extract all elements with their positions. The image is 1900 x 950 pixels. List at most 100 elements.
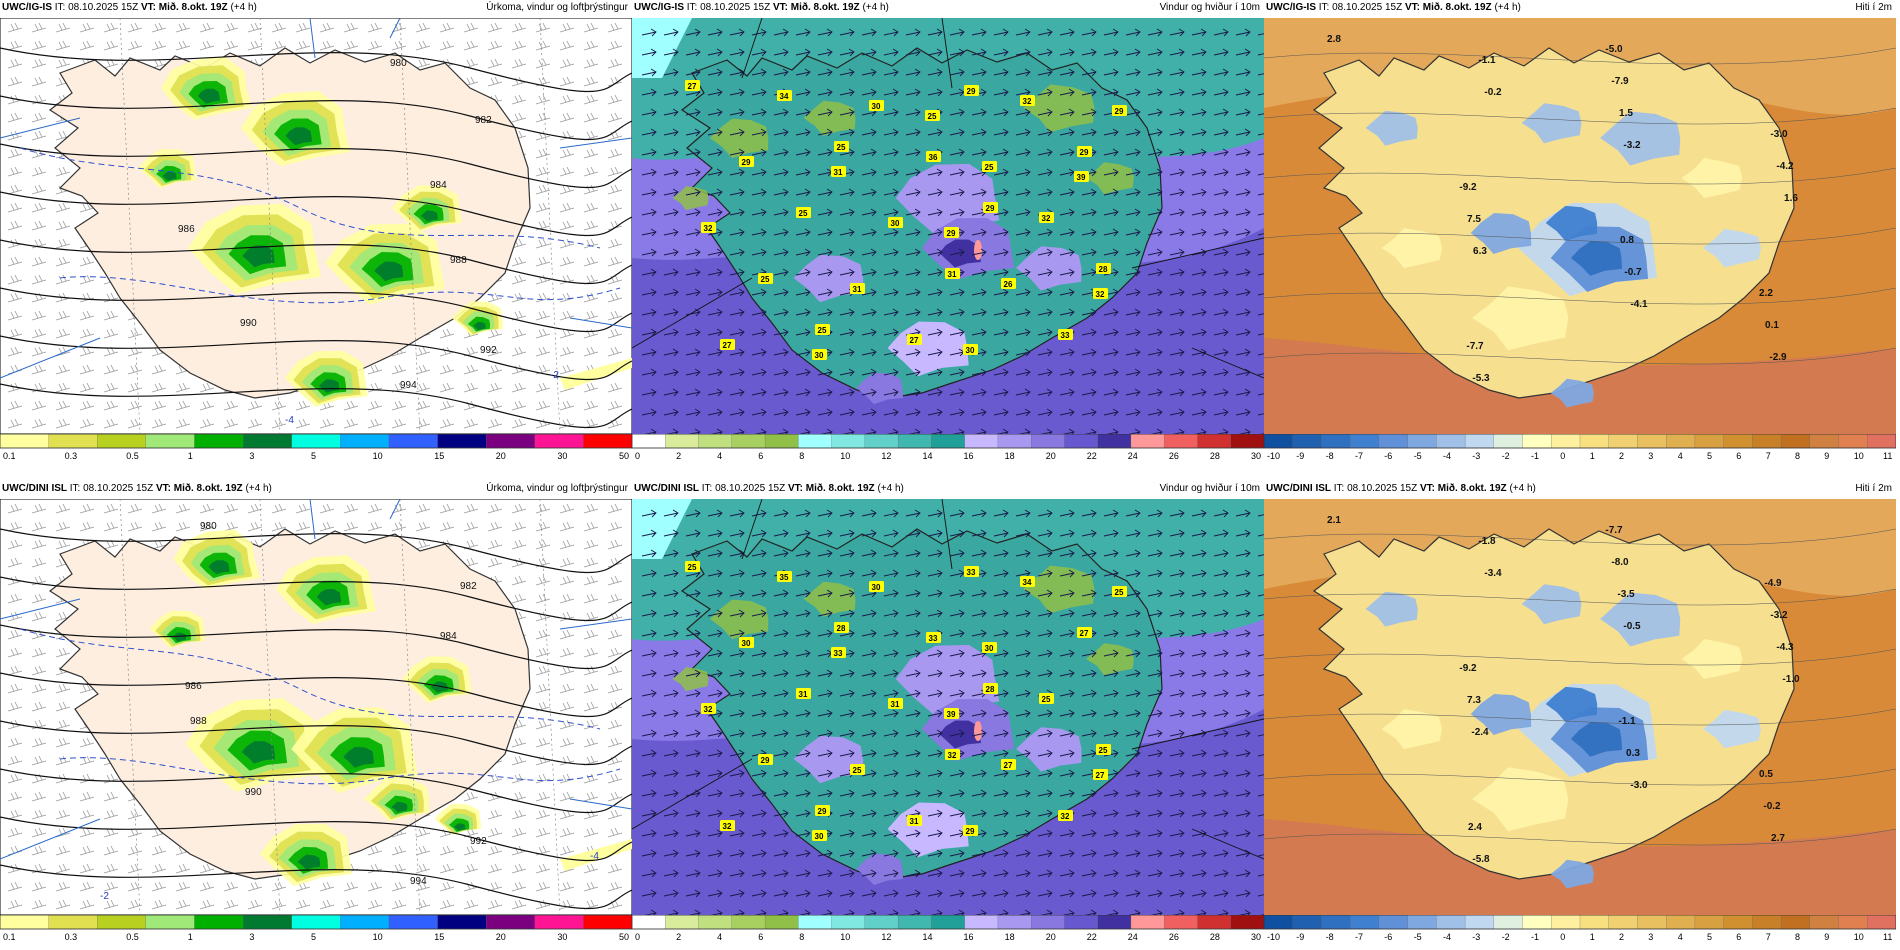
temp-map[interactable]: 2.8 -0.2 -3.2 1.6 6.3 -4.1 -2.9 -1.1 1.5 -4.2 7.5 -… xyxy=(1264,18,1896,434)
panel-title: Hiti í 2m xyxy=(1855,483,1892,494)
colorbar-swatch xyxy=(1321,915,1351,930)
gust-label-bg xyxy=(815,324,830,335)
gust-label: 27 xyxy=(1004,761,1013,770)
colorbar-tick-label: 5 xyxy=(1707,451,1712,461)
temperature-value: -3.2 xyxy=(1623,140,1641,151)
temperature-value: -0.2 xyxy=(1763,801,1781,812)
colorbar-tick-label: 30 xyxy=(1251,932,1261,942)
gust-label-bg xyxy=(1001,278,1016,289)
gust-label-bg xyxy=(1020,95,1035,106)
gust-label-bg xyxy=(777,571,792,582)
colorbar-swatch xyxy=(1838,434,1868,449)
gust-label: 25 xyxy=(1042,695,1051,704)
wind-map[interactable]: 25 28 28 25 29 33 27 31 32 32 35 33 25 29 31 34 30 31 27 32… xyxy=(632,499,1264,915)
gust-label: 30 xyxy=(872,583,881,592)
wind-fields xyxy=(672,565,1134,886)
gust-label-bg xyxy=(982,642,997,653)
colorbar-swatch xyxy=(1031,434,1066,449)
colorbar-tick-label: 0 xyxy=(1560,451,1565,461)
temperature-value: -1.1 xyxy=(1478,55,1496,66)
temperature-value: -2.9 xyxy=(1769,352,1787,363)
colorbar-tick-label: -2 xyxy=(1502,932,1510,942)
colorbar-tick-label: 28 xyxy=(1210,932,1220,942)
colorbar-swatch xyxy=(1694,434,1725,449)
wind-arrows xyxy=(641,28,1264,434)
colorbar-tick-label: 0.5 xyxy=(126,932,139,942)
gust-label: 32 xyxy=(1042,214,1051,223)
colorbar-svg: 0.1 0.3 0.5 1 3 5 10 15 20 30 50 xyxy=(0,434,632,461)
gust-label-bg xyxy=(701,703,716,714)
temperature-labels: 2.1 -3.4 -0.5 -1.0 -2.4 -3.0 2.7 -1.8 -3.5 -4.3 7.… xyxy=(1327,515,1800,865)
colorbar-swatch xyxy=(1493,915,1524,930)
gust-label-bg xyxy=(869,100,884,111)
colorbar-swatch xyxy=(1522,915,1552,930)
graticule xyxy=(0,499,632,860)
colorbar-tick-label: 22 xyxy=(1087,451,1097,461)
gust-label-bg xyxy=(1096,744,1111,755)
temperature-value: 2.7 xyxy=(1771,833,1785,844)
colorbar-tick-label: 0 xyxy=(635,451,640,461)
gust-label: 34 xyxy=(780,92,789,101)
colorbar-swatch xyxy=(1130,434,1165,449)
colorbar-tick-label: -6 xyxy=(1384,932,1392,942)
colorbar-swatch xyxy=(145,434,196,449)
wind-map-svg: 27 25 29 28 25 29 29 25 31 33 34 36 32 25 27 32 29 30 26 27… xyxy=(632,18,1264,434)
gust-label-bg xyxy=(834,141,849,152)
temp-map[interactable]: 2.1 -3.4 -0.5 -1.0 -2.4 -3.0 2.7 -1.8 -3.5 -4.3 7.… xyxy=(1264,499,1896,915)
panel-title: Úrkoma, vindur og loftþrýstingur xyxy=(486,483,628,494)
colorbar-tick-label: 24 xyxy=(1128,932,1138,942)
colorbar-tick-label: 6 xyxy=(758,932,763,942)
temperature-value: 7.5 xyxy=(1467,214,1481,225)
gust-label: 33 xyxy=(834,649,843,658)
panel-header: UWC/DINI ISL IT: 08.10.2025 15Z VT: Mið.… xyxy=(632,481,1264,497)
colorbar-swatch xyxy=(897,915,933,930)
colorbar-tick-label: 0.3 xyxy=(65,932,78,942)
gust-label-bg xyxy=(834,622,849,633)
temperature-value: -9.2 xyxy=(1459,182,1477,193)
colorbar-swatch xyxy=(534,434,585,449)
colorbar-tick-label: -4 xyxy=(1443,932,1451,942)
wind-map-svg: 25 28 28 25 29 33 27 31 32 32 35 33 25 29 31 34 30 31 27 32… xyxy=(632,499,1264,915)
colorbar-swatch xyxy=(1579,434,1610,449)
gust-label-bg xyxy=(815,805,830,816)
colorbar-tick-label: 1 xyxy=(1590,451,1595,461)
colorbar-swatch xyxy=(731,915,766,930)
isobars xyxy=(0,47,632,429)
gust-label-bg xyxy=(685,561,700,572)
colorbar-swatch xyxy=(340,434,390,449)
gust-label-bg xyxy=(796,207,811,218)
colorbar-swatch xyxy=(388,434,439,449)
colorbar-swatch xyxy=(48,915,98,930)
precip-map[interactable]: 980 982 984 986 988 990 992 994 -2 -4 xyxy=(0,499,632,915)
gust-label: 30 xyxy=(891,219,900,228)
temperature-value: -5.8 xyxy=(1472,854,1490,865)
colorbar-tick-label: 4 xyxy=(1678,451,1683,461)
colorbar-swatch xyxy=(1809,434,1840,449)
wind-map[interactable]: 27 25 29 28 25 29 29 25 31 33 34 36 32 25 27 32 29 30 26 27… xyxy=(632,18,1264,434)
temperature-value: -1.8 xyxy=(1478,536,1496,547)
precip-panel-dini: UWC/DINI ISL IT: 08.10.2025 15Z VT: Mið.… xyxy=(0,481,632,944)
colorbar-swatch xyxy=(698,434,733,449)
gust-label: 29 xyxy=(1080,148,1089,157)
gust-label: 31 xyxy=(948,270,957,279)
colorbar-tick-label: 30 xyxy=(557,451,567,461)
colorbar-tick-label: 0 xyxy=(635,932,640,942)
colorbar-tick-label: 7 xyxy=(1766,451,1771,461)
colorbar-svg: 0.1 0.3 0.5 1 3 5 10 15 20 30 50 xyxy=(0,915,632,942)
colorbar-swatch xyxy=(864,915,899,930)
temperature-isolines xyxy=(19,147,621,304)
gust-label: 39 xyxy=(1077,173,1086,182)
gust-label-bg xyxy=(1039,212,1054,223)
gust-label-bg xyxy=(1020,576,1035,587)
gust-label-bg xyxy=(963,344,978,355)
colorbar-tick-label: 30 xyxy=(557,932,567,942)
temperature-contours xyxy=(1264,528,1896,846)
colorbar-tick-label: -9 xyxy=(1296,932,1304,942)
colorbar-tick-label: 2 xyxy=(1619,451,1624,461)
colorbar-tick-label: 4 xyxy=(1678,932,1683,942)
colorbar-swatch xyxy=(665,434,700,449)
gust-label: 33 xyxy=(967,568,976,577)
gust-label: 29 xyxy=(1115,107,1124,116)
temperature-value: 2.2 xyxy=(1759,288,1773,299)
precip-map[interactable]: 980 982 984 986 988 990 992 994 -2 -4 xyxy=(0,18,632,434)
